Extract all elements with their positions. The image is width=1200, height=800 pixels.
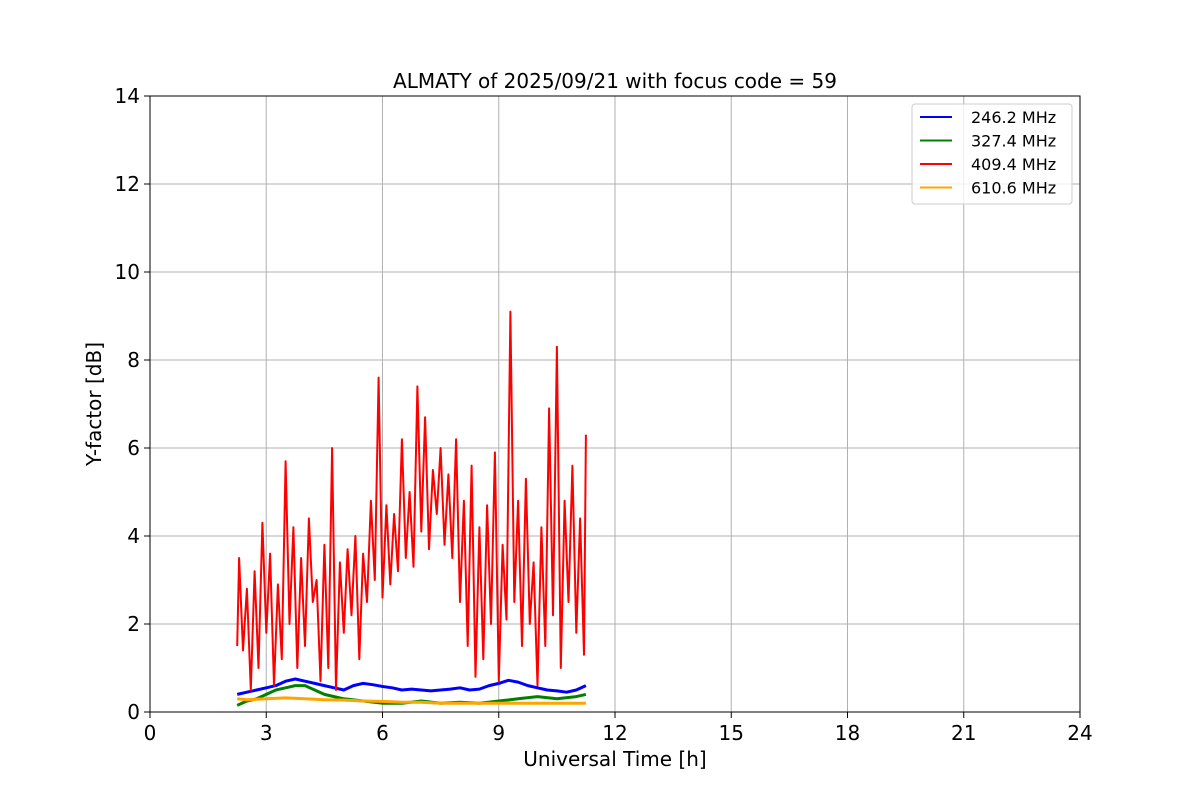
- x-tick-label: 0: [144, 721, 157, 745]
- legend: 246.2 MHz 327.4 MHz 409.4 MHz 610.6 MHz: [911, 103, 1073, 205]
- legend-box: [911, 103, 1073, 205]
- y-tick-label: 0: [127, 700, 140, 724]
- legend-label: 246.2 MHz: [971, 108, 1056, 127]
- x-tick-label: 12: [602, 721, 627, 745]
- x-tick-label: 21: [951, 721, 976, 745]
- legend-label: 327.4 MHz: [971, 132, 1056, 151]
- y-tick-label: 14: [115, 84, 140, 108]
- y-tick-label: 2: [127, 612, 140, 636]
- y-axis-label: Y-factor [dB]: [82, 342, 106, 467]
- x-tick-label: 3: [260, 721, 273, 745]
- legend-label: 409.4 MHz: [971, 155, 1056, 174]
- x-tick-label: 18: [835, 721, 860, 745]
- series-layer: [236, 310, 587, 707]
- legend-label: 610.6 MHz: [971, 179, 1056, 198]
- x-tick-label: 15: [719, 721, 744, 745]
- x-axis-label: Universal Time [h]: [523, 747, 706, 771]
- x-tick-label: 6: [376, 721, 389, 745]
- series-line-246-2-mhz: [236, 677, 587, 696]
- y-tick-label: 12: [115, 172, 140, 196]
- series-line-409-4-mhz: [236, 310, 587, 691]
- y-tick-label: 10: [115, 260, 140, 284]
- x-tick-label: 24: [1067, 721, 1092, 745]
- y-tick-label: 8: [127, 348, 140, 372]
- y-tick-label: 4: [127, 524, 140, 548]
- x-tick-label: 9: [492, 721, 505, 745]
- series-line-610-6-mhz: [237, 696, 586, 705]
- y-tick-label: 6: [127, 436, 140, 460]
- chart-title: ALMATY of 2025/09/21 with focus code = 5…: [393, 69, 837, 93]
